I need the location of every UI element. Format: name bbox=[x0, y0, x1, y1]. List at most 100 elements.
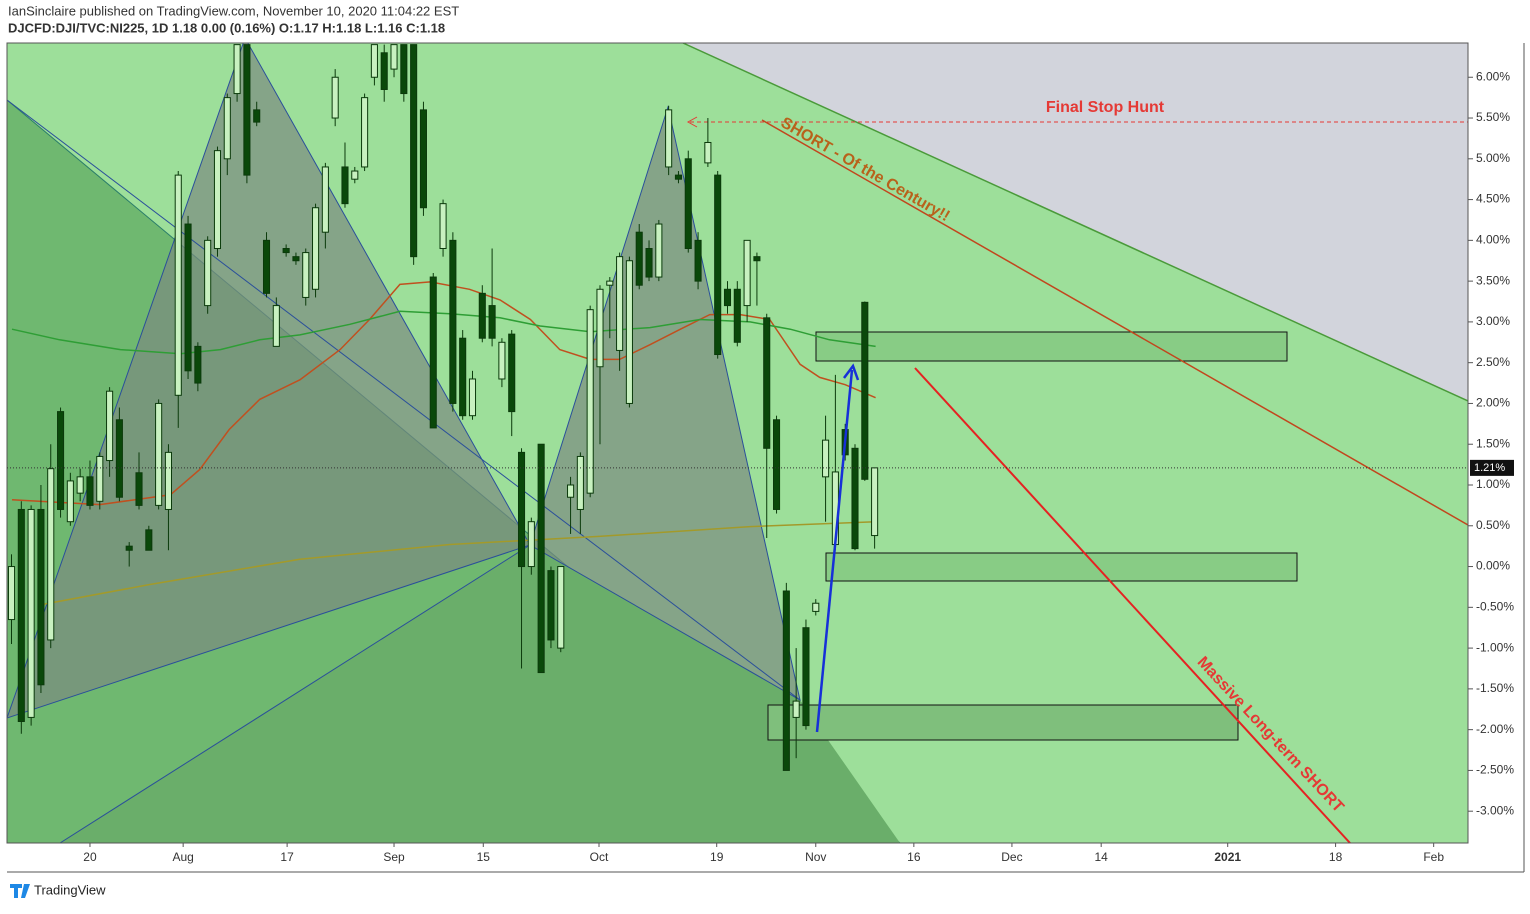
candle-body bbox=[57, 411, 65, 510]
candle-body bbox=[802, 627, 810, 727]
candle-body bbox=[194, 345, 202, 384]
candle-body bbox=[478, 292, 486, 339]
candle-body bbox=[772, 419, 781, 510]
candle-body bbox=[145, 529, 153, 551]
candle-body bbox=[223, 97, 231, 160]
long-short-line bbox=[914, 367, 1351, 843]
y-tick-label: 5.50% bbox=[1476, 110, 1510, 124]
x-tick-label: 18 bbox=[1329, 850, 1343, 864]
candle-body bbox=[47, 468, 55, 641]
blue-arrow bbox=[815, 369, 854, 733]
y-tick-label: 2.00% bbox=[1476, 396, 1510, 410]
x-tick-label: 20 bbox=[83, 850, 97, 864]
moving-average bbox=[39, 520, 876, 606]
last-price-box bbox=[1470, 459, 1514, 476]
candle-body bbox=[586, 309, 594, 494]
y-tick-label: -3.00% bbox=[1476, 803, 1514, 817]
candle-body bbox=[625, 260, 633, 404]
candle-body bbox=[380, 52, 388, 90]
candle-body bbox=[861, 301, 869, 480]
drawings bbox=[7, 43, 1468, 843]
candle-body bbox=[410, 44, 418, 258]
candle-body bbox=[449, 239, 457, 404]
candle-body bbox=[753, 256, 761, 262]
candle-body bbox=[871, 467, 879, 537]
candle-body bbox=[351, 170, 359, 180]
x-tick-label: 15 bbox=[477, 850, 491, 864]
x-tick-label: Dec bbox=[1001, 850, 1022, 864]
y-tick-label: 3.00% bbox=[1476, 314, 1510, 328]
candle-body bbox=[312, 207, 320, 290]
candle-body bbox=[135, 472, 143, 506]
marks bbox=[7, 44, 879, 771]
candle-body bbox=[429, 276, 437, 429]
candle-body bbox=[155, 402, 163, 506]
candle-body bbox=[733, 288, 741, 343]
candle-body bbox=[17, 508, 25, 722]
candle-body bbox=[213, 150, 222, 250]
candle-body bbox=[282, 248, 290, 254]
candle-body bbox=[106, 390, 114, 462]
y-tick-label: 3.50% bbox=[1476, 273, 1510, 287]
candle-body bbox=[331, 76, 339, 119]
x-tick-label: 2021 bbox=[1214, 850, 1241, 864]
blue-arrow-head bbox=[843, 363, 860, 381]
candle-body bbox=[361, 97, 369, 168]
candle-body bbox=[400, 44, 408, 95]
candle-body bbox=[7, 566, 16, 621]
candle-body bbox=[390, 44, 398, 70]
candle-body bbox=[812, 602, 820, 612]
y-tick-label: 0.00% bbox=[1476, 559, 1510, 573]
y-tick-label: 0.50% bbox=[1476, 518, 1510, 532]
candle-body bbox=[243, 44, 251, 176]
zone bbox=[815, 331, 1288, 362]
candle-body bbox=[645, 248, 653, 278]
logo bbox=[10, 884, 30, 898]
candle-body bbox=[723, 288, 732, 307]
candle-body bbox=[272, 305, 280, 347]
candle-body bbox=[439, 203, 447, 250]
candle-body bbox=[792, 700, 800, 718]
candle-body bbox=[115, 419, 123, 498]
y-tick-label: 1.50% bbox=[1476, 436, 1510, 450]
candle-body bbox=[468, 378, 477, 417]
candle-body bbox=[66, 480, 74, 523]
y-tick-label: 6.00% bbox=[1476, 69, 1510, 83]
candle-body bbox=[616, 256, 624, 351]
candle-body bbox=[635, 231, 643, 286]
candle-body bbox=[822, 439, 830, 478]
candle-body bbox=[851, 447, 859, 550]
candle-body bbox=[370, 44, 378, 78]
x-tick-label: Feb bbox=[1423, 850, 1444, 864]
candle-body bbox=[292, 256, 300, 262]
candle-body bbox=[508, 333, 516, 413]
y-tick-label: -0.50% bbox=[1476, 599, 1514, 613]
candle-body bbox=[321, 166, 329, 233]
candle-body bbox=[419, 109, 427, 209]
candle-body bbox=[606, 280, 614, 286]
candle-body bbox=[488, 305, 496, 339]
candle-body bbox=[459, 337, 467, 417]
candle-body bbox=[233, 44, 241, 95]
stop-hunt-arrow bbox=[686, 116, 698, 128]
x-tick-label: Oct bbox=[590, 850, 609, 864]
candle-body bbox=[714, 174, 722, 356]
candle-body bbox=[557, 566, 565, 649]
candle-body bbox=[37, 508, 45, 686]
y-tick-label: 5.00% bbox=[1476, 151, 1510, 165]
candle-body bbox=[596, 288, 604, 368]
candle-body bbox=[576, 455, 584, 510]
candle-body bbox=[527, 521, 535, 568]
x-tick-label: Nov bbox=[805, 850, 826, 864]
x-tick-label: 17 bbox=[280, 850, 294, 864]
plot-frame bbox=[6, 42, 1469, 844]
candle-body bbox=[204, 239, 212, 307]
y-tick-label: 4.50% bbox=[1476, 192, 1510, 206]
pattern-line bbox=[59, 544, 531, 843]
candle-body bbox=[27, 508, 35, 718]
zone bbox=[825, 552, 1298, 582]
x-tick-label: Sep bbox=[383, 850, 405, 864]
candle-body bbox=[763, 317, 771, 449]
upper-trend bbox=[682, 43, 1468, 402]
